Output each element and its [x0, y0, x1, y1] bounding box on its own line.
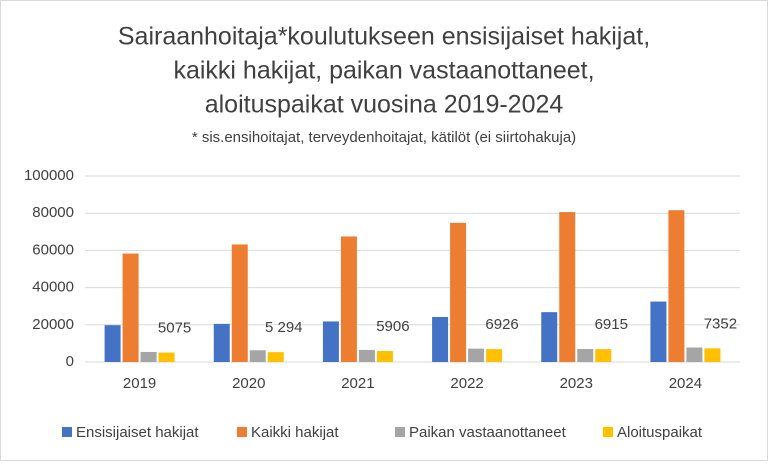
bar	[486, 349, 503, 362]
bar	[376, 351, 393, 362]
x-tick-label: 2019	[123, 375, 156, 392]
bar	[668, 210, 685, 362]
legend-swatch	[62, 427, 72, 437]
chart-title: kaikki hakijat, paikan vastaanottaneet,	[173, 57, 594, 85]
bar	[432, 316, 449, 362]
bar	[231, 244, 248, 362]
data-label: 5075	[158, 320, 191, 337]
bar	[140, 351, 157, 362]
bar	[577, 348, 594, 362]
bar	[559, 212, 576, 362]
legend-label: Paikan vastaanottaneet	[409, 424, 567, 441]
x-tick-label: 2021	[341, 375, 374, 392]
x-tick-label: 2022	[450, 375, 483, 392]
bar	[340, 236, 357, 362]
x-tick-label: 2024	[669, 375, 702, 392]
legend-label: Aloituspaikat	[617, 424, 703, 441]
x-tick-label: 2020	[232, 375, 265, 392]
bar	[249, 350, 266, 362]
bar	[541, 312, 558, 362]
y-tick-label: 60000	[32, 241, 74, 258]
bar	[267, 352, 284, 362]
bar	[158, 352, 175, 362]
bar	[468, 348, 485, 362]
bar	[650, 301, 667, 362]
y-tick-label: 20000	[32, 316, 74, 333]
chart-subtitle: * sis.ensihoitajat, terveydenhoitajat, k…	[192, 129, 576, 146]
bar	[122, 253, 139, 362]
bar	[686, 347, 703, 362]
data-label: 5906	[376, 318, 409, 335]
data-label: 6915	[595, 316, 628, 333]
y-tick-label: 40000	[32, 279, 74, 296]
bar	[213, 323, 230, 362]
y-tick-label: 80000	[32, 204, 74, 221]
x-tick-label: 2023	[560, 375, 593, 392]
chart-title: Sairaanhoitaja*koulutukseen ensisijaiset…	[118, 23, 650, 51]
y-tick-label: 100000	[24, 167, 74, 184]
bar	[358, 349, 375, 362]
legend-swatch	[395, 427, 405, 437]
data-label: 5 294	[265, 319, 303, 336]
data-label: 7352	[704, 315, 737, 332]
data-label: 6926	[485, 316, 518, 333]
bar	[595, 349, 612, 362]
bar	[704, 348, 721, 362]
legend-label: Kaikki hakijat	[251, 424, 339, 441]
bar	[104, 325, 121, 362]
legend-label: Ensisijaiset hakijat	[76, 424, 199, 441]
bar	[322, 321, 339, 362]
legend-swatch	[603, 427, 613, 437]
bar	[450, 222, 467, 362]
legend-swatch	[237, 427, 247, 437]
y-tick-label: 0	[66, 353, 74, 370]
chart-title: aloituspaikat vuosina 2019-2024	[205, 91, 564, 119]
